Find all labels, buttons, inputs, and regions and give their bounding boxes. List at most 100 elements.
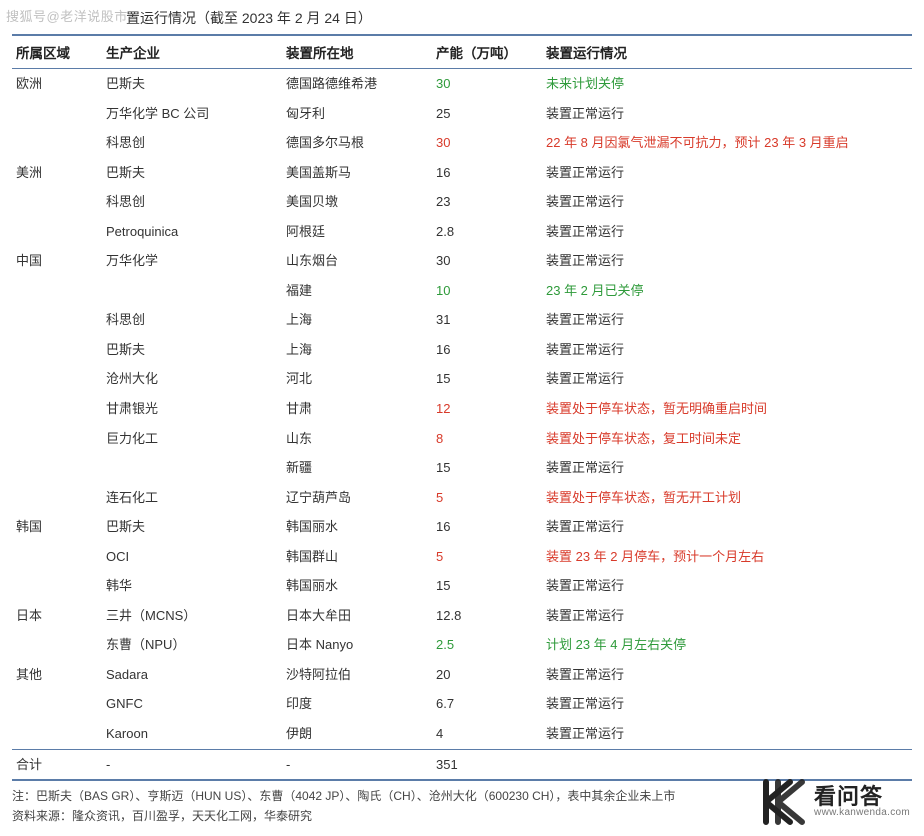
cell-region bbox=[12, 689, 102, 719]
cell-region bbox=[12, 99, 102, 129]
table-row: 韩国巴斯夫韩国丽水16装置正常运行 bbox=[12, 512, 912, 542]
col-region: 所属区域 bbox=[12, 35, 102, 69]
table-row: 韩华韩国丽水15装置正常运行 bbox=[12, 571, 912, 601]
cell-company: 巴斯夫 bbox=[102, 512, 282, 542]
col-location: 装置所在地 bbox=[282, 35, 432, 69]
cell-region bbox=[12, 276, 102, 306]
cell-company: 甘肃银光 bbox=[102, 394, 282, 424]
table-row: 巨力化工山东8装置处于停车状态，复工时间未定 bbox=[12, 424, 912, 454]
total-region: 合计 bbox=[12, 749, 102, 780]
table-row: 新疆15装置正常运行 bbox=[12, 453, 912, 483]
cell-region bbox=[12, 187, 102, 217]
cell-status: 装置正常运行 bbox=[542, 512, 912, 542]
cell-status: 计划 23 年 4 月左右关停 bbox=[542, 630, 912, 660]
cell-region bbox=[12, 571, 102, 601]
cell-location: 山东烟台 bbox=[282, 246, 432, 276]
table-row: 沧州大化河北15装置正常运行 bbox=[12, 364, 912, 394]
cell-location: 日本大牟田 bbox=[282, 601, 432, 631]
cell-status: 装置正常运行 bbox=[542, 305, 912, 335]
cell-company: 巴斯夫 bbox=[102, 335, 282, 365]
cell-location: 韩国群山 bbox=[282, 542, 432, 572]
cell-company: 韩华 bbox=[102, 571, 282, 601]
cell-region bbox=[12, 335, 102, 365]
logo-k-icon bbox=[760, 778, 808, 826]
table-row: 科思创上海31装置正常运行 bbox=[12, 305, 912, 335]
cell-capacity: 20 bbox=[432, 660, 542, 690]
logo-text-cn: 看问答 bbox=[814, 785, 910, 808]
cell-location: 新疆 bbox=[282, 453, 432, 483]
cell-status: 装置正常运行 bbox=[542, 246, 912, 276]
table-row: OCI韩国群山5装置 23 年 2 月停车，预计一个月左右 bbox=[12, 542, 912, 572]
cell-company: OCI bbox=[102, 542, 282, 572]
cell-status: 装置处于停车状态，暂无开工计划 bbox=[542, 483, 912, 513]
table-row: 科思创德国多尔马根3022 年 8 月因氯气泄漏不可抗力，预计 23 年 3 月… bbox=[12, 128, 912, 158]
cell-location: 沙特阿拉伯 bbox=[282, 660, 432, 690]
col-status: 装置运行情况 bbox=[542, 35, 912, 69]
cell-capacity: 25 bbox=[432, 99, 542, 129]
cell-capacity: 10 bbox=[432, 276, 542, 306]
cell-location: 上海 bbox=[282, 305, 432, 335]
cell-capacity: 16 bbox=[432, 158, 542, 188]
cell-location: 德国路德维希港 bbox=[282, 69, 432, 99]
cell-location: 美国盖斯马 bbox=[282, 158, 432, 188]
cell-status: 未来计划关停 bbox=[542, 69, 912, 99]
cell-status: 22 年 8 月因氯气泄漏不可抗力，预计 23 年 3 月重启 bbox=[542, 128, 912, 158]
cell-region bbox=[12, 424, 102, 454]
cell-location: 匈牙利 bbox=[282, 99, 432, 129]
cell-region bbox=[12, 630, 102, 660]
cell-region bbox=[12, 542, 102, 572]
cell-capacity: 6.7 bbox=[432, 689, 542, 719]
cell-location: 印度 bbox=[282, 689, 432, 719]
table-row: 其他Sadara沙特阿拉伯20装置正常运行 bbox=[12, 660, 912, 690]
total-company: - bbox=[102, 749, 282, 780]
cell-company: 东曹（NPU） bbox=[102, 630, 282, 660]
cell-status: 装置正常运行 bbox=[542, 99, 912, 129]
cell-region bbox=[12, 483, 102, 513]
cell-location: 辽宁葫芦岛 bbox=[282, 483, 432, 513]
cell-capacity: 5 bbox=[432, 483, 542, 513]
cell-status: 装置正常运行 bbox=[542, 217, 912, 247]
cell-status: 装置正常运行 bbox=[542, 660, 912, 690]
document-container: 占位占位占位占位置运行情况（截至 2023 年 2 月 24 日） 所属区域 生… bbox=[0, 0, 924, 836]
cell-company: 科思创 bbox=[102, 187, 282, 217]
cell-status: 装置正常运行 bbox=[542, 335, 912, 365]
cell-location: 阿根廷 bbox=[282, 217, 432, 247]
cell-capacity: 16 bbox=[432, 335, 542, 365]
table-row: 科思创美国贝墩23装置正常运行 bbox=[12, 187, 912, 217]
cell-company bbox=[102, 453, 282, 483]
cell-company: 万华化学 BC 公司 bbox=[102, 99, 282, 129]
col-capacity: 产能（万吨） bbox=[432, 35, 542, 69]
cell-region bbox=[12, 128, 102, 158]
table-row: Karoon伊朗4装置正常运行 bbox=[12, 719, 912, 749]
cell-region bbox=[12, 453, 102, 483]
table-row: 万华化学 BC 公司匈牙利25装置正常运行 bbox=[12, 99, 912, 129]
cell-company: 科思创 bbox=[102, 305, 282, 335]
table-row: 美洲巴斯夫美国盖斯马16装置正常运行 bbox=[12, 158, 912, 188]
cell-location: 山东 bbox=[282, 424, 432, 454]
cell-region bbox=[12, 217, 102, 247]
cell-capacity: 30 bbox=[432, 69, 542, 99]
cell-company: 万华化学 bbox=[102, 246, 282, 276]
cell-capacity: 8 bbox=[432, 424, 542, 454]
table-row: 连石化工辽宁葫芦岛5装置处于停车状态，暂无开工计划 bbox=[12, 483, 912, 513]
cell-status: 装置正常运行 bbox=[542, 364, 912, 394]
watermark-top-left: 搜狐号@老洋说股市 bbox=[6, 6, 128, 25]
table-row: 甘肃银光甘肃12装置处于停车状态，暂无明确重启时间 bbox=[12, 394, 912, 424]
cell-region: 韩国 bbox=[12, 512, 102, 542]
cell-capacity: 2.8 bbox=[432, 217, 542, 247]
cell-status: 装置正常运行 bbox=[542, 689, 912, 719]
cell-company: 连石化工 bbox=[102, 483, 282, 513]
table-row: Petroquinica阿根廷2.8装置正常运行 bbox=[12, 217, 912, 247]
cell-company: GNFC bbox=[102, 689, 282, 719]
cell-region bbox=[12, 305, 102, 335]
table-total-row: 合计 - - 351 bbox=[12, 749, 912, 780]
cell-capacity: 15 bbox=[432, 364, 542, 394]
table-row: 日本三井（MCNS）日本大牟田12.8装置正常运行 bbox=[12, 601, 912, 631]
cell-status: 装置正常运行 bbox=[542, 601, 912, 631]
table-row: 东曹（NPU）日本 Nanyo2.5计划 23 年 4 月左右关停 bbox=[12, 630, 912, 660]
cell-status: 装置处于停车状态，暂无明确重启时间 bbox=[542, 394, 912, 424]
cell-company: Petroquinica bbox=[102, 217, 282, 247]
cell-capacity: 2.5 bbox=[432, 630, 542, 660]
capacity-table: 所属区域 生产企业 装置所在地 产能（万吨） 装置运行情况 欧洲巴斯夫德国路德维… bbox=[12, 34, 912, 781]
table-header-row: 所属区域 生产企业 装置所在地 产能（万吨） 装置运行情况 bbox=[12, 35, 912, 69]
